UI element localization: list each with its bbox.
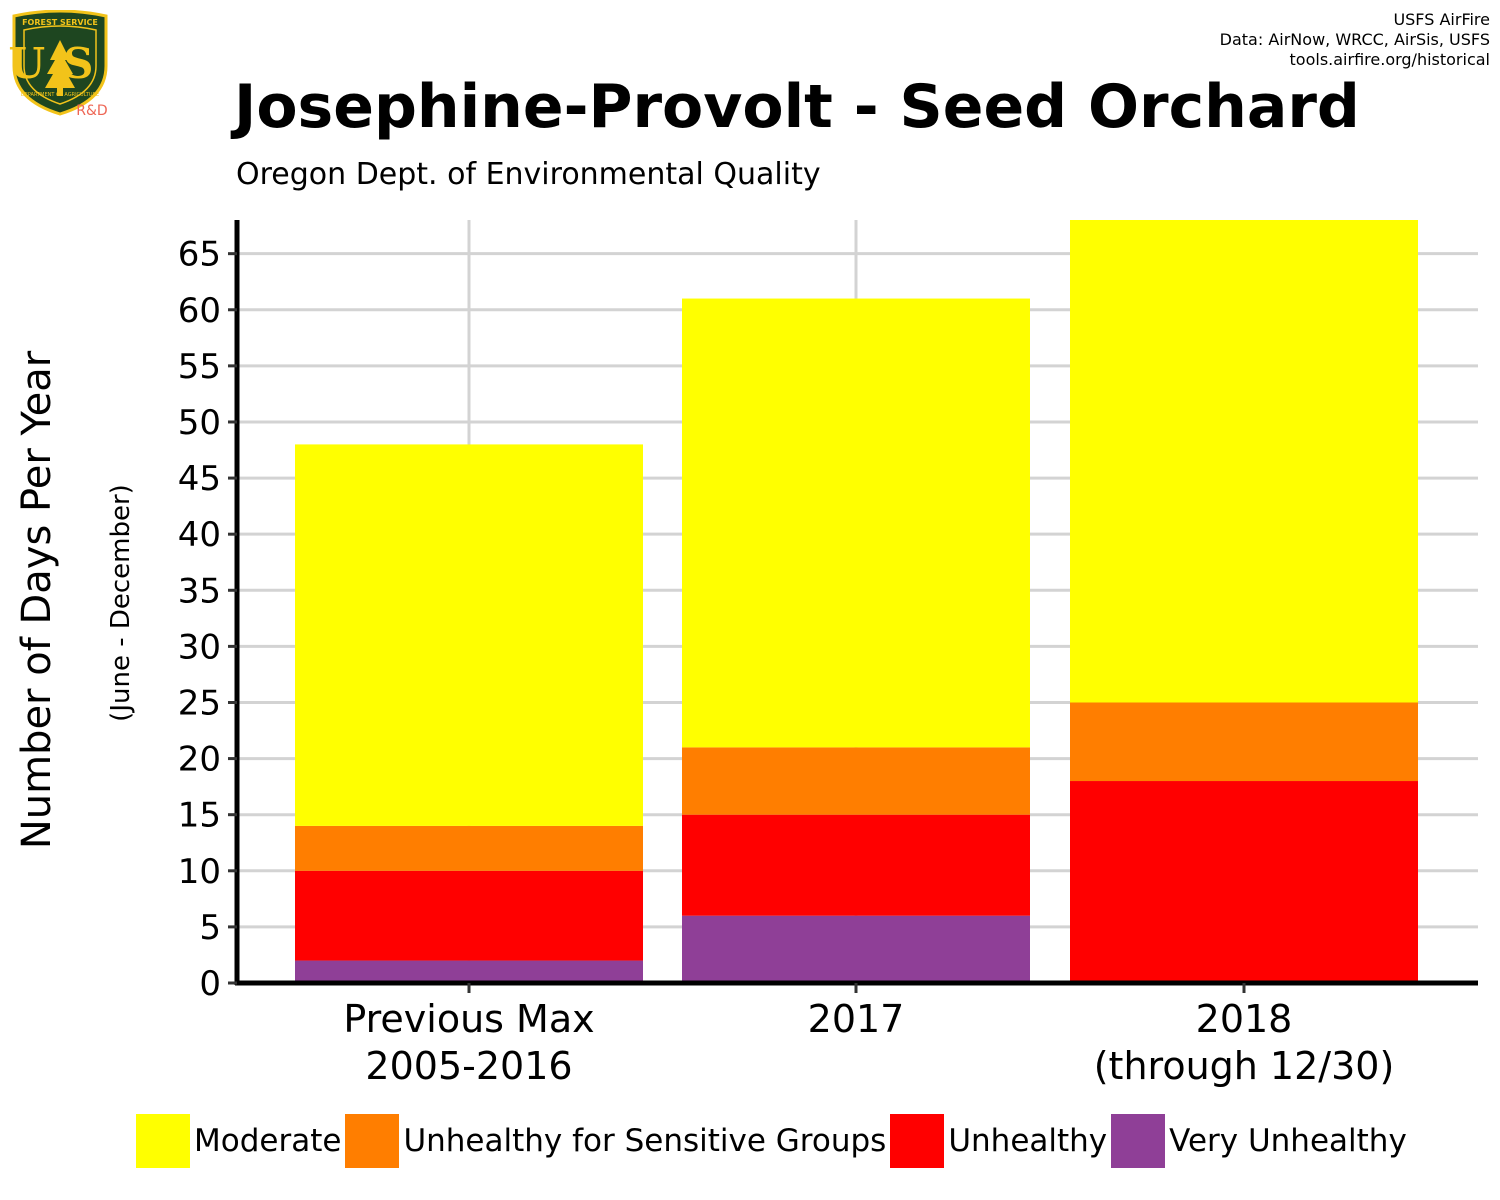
chart-subtitle: Oregon Dept. of Environmental Quality [236,157,821,192]
legend-swatch [1111,1114,1166,1168]
legend-swatch [890,1114,945,1168]
y-tick-label: 55 [178,347,221,387]
credits-block: USFS AirFire Data: AirNow, WRCC, AirSis,… [1220,10,1490,70]
legend-label: Unhealthy [948,1123,1108,1159]
bar-segment [682,298,1030,748]
y-tick-label: 45 [178,459,221,499]
y-tick-label: 50 [178,403,221,443]
bar-segment [295,444,643,826]
bar-segment [1070,702,1418,782]
legend-item: Moderate [136,1114,341,1168]
x-tick-label: 2005-2016 [365,1044,572,1088]
bar-segment [295,870,643,961]
credit-url: tools.airfire.org/historical [1289,50,1490,69]
legend-label: Moderate [194,1123,342,1159]
y-tick-label: 15 [178,796,221,836]
legend-swatch [136,1114,190,1168]
logo-top-text: FOREST SERVICE [22,18,98,27]
legend-label: Unhealthy for Sensitive Groups [403,1123,887,1159]
legend-swatch [345,1114,400,1168]
y-tick-label: 25 [178,683,221,723]
y-tick-label: 65 [178,235,221,275]
credit-data: Data: AirNow, WRCC, AirSis, USFS [1219,30,1490,49]
credit-source: USFS AirFire [1393,10,1490,29]
y-tick-label: 10 [178,852,221,892]
bar-segment [1070,781,1418,983]
logo-rd-label: R&D [76,103,107,118]
chart-legend: Moderate Unhealthy for Sensitive Groups Un… [136,1114,1411,1168]
logo-bottom-text: DEPARTMENT OF AGRICULTURE [21,92,99,98]
y-tick-label: 30 [178,627,221,667]
x-tick-label: 2018 [1196,997,1293,1041]
y-tick-label: 40 [178,515,221,555]
legend-item: Very Unhealthy [1111,1114,1407,1168]
y-tick-label: 0 [199,964,221,1004]
bar-segment [682,915,1030,983]
x-tick-label: (through 12/30) [1094,1044,1395,1088]
x-tick-label: 2017 [808,997,905,1041]
legend-label: Very Unhealthy [1169,1123,1407,1159]
x-tick-label: Previous Max [343,997,594,1041]
bar-segment [682,747,1030,815]
y-tick-label: 20 [178,740,221,780]
legend-item: Unhealthy [890,1114,1107,1168]
pine-tree-icon [45,40,75,88]
usfs-shield-logo: FOREST SERVICE US DEPARTMENT OF AGRICULT… [9,10,108,118]
bar-segment [295,960,643,983]
y-tick-label: 35 [178,571,221,611]
legend-item: Unhealthy for Sensitive Groups [345,1114,886,1168]
y-tick-label: 5 [199,908,221,948]
y-tick-label: 60 [178,291,221,331]
bar-segment [682,814,1030,916]
bar-segment [295,825,643,871]
chart-title: Josephine-Provolt - Seed Orchard [234,72,1360,142]
bar-segment [1070,220,1418,703]
